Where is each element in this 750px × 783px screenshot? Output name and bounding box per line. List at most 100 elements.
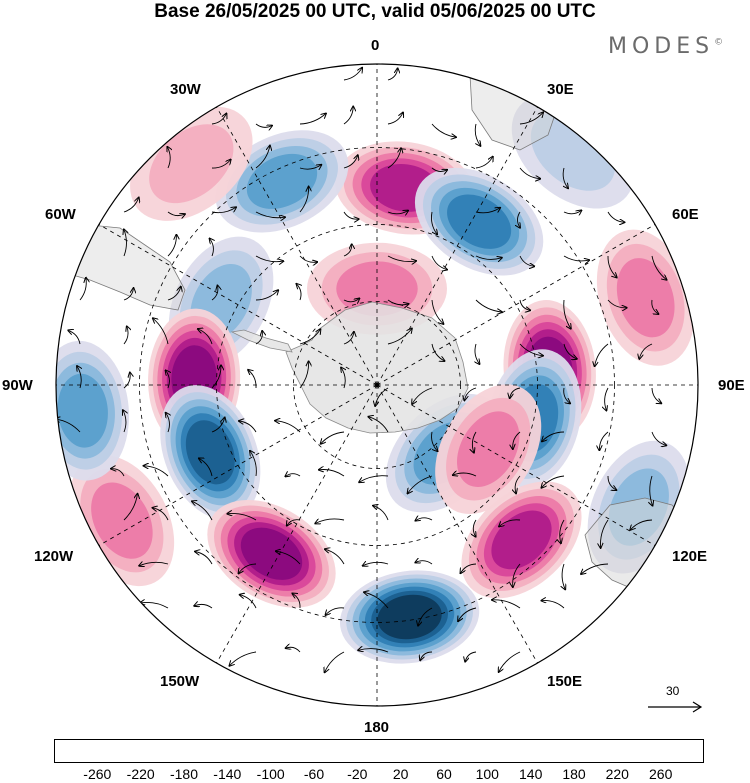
wind-arrow [639, 343, 653, 359]
wind-arrow [199, 458, 213, 477]
wind-arrow [250, 451, 257, 477]
wind-arrow [368, 417, 389, 433]
lon-label-150w: 150W [160, 673, 200, 690]
wind-arrow [230, 651, 257, 666]
meridian-line [98, 224, 378, 386]
lon-label-0: 0 [371, 37, 380, 54]
wind-arrow [607, 475, 616, 490]
latitude-circle [293, 301, 461, 469]
wind-arrow [431, 343, 445, 361]
wind-arrow [211, 160, 231, 169]
wind-arrow [387, 211, 408, 214]
wind-arrow [326, 607, 345, 615]
lon-label-90w: 90W [2, 377, 33, 394]
wind-arrow [541, 600, 565, 609]
wind-arrow [600, 519, 609, 548]
wind-arrow [153, 318, 169, 345]
wind-arrow [255, 123, 272, 127]
wind-arrow [499, 651, 521, 672]
wind-arrow [211, 286, 218, 301]
wind-arrow [474, 123, 480, 146]
wind-arrow [542, 431, 565, 441]
wind-arrow [599, 431, 609, 450]
lon-label-60w: 60W [45, 206, 76, 223]
wind-arrow [492, 600, 521, 609]
wind-arrow [140, 602, 169, 609]
wind-arrow [519, 343, 543, 356]
lon-label-30e: 30E [547, 81, 574, 98]
wind-arrow [472, 431, 477, 453]
wind-arrow [408, 475, 433, 493]
wind-arrow [513, 563, 521, 587]
lon-label-60e: 60E [672, 206, 699, 223]
modes-logo: MODES© [608, 34, 723, 59]
anomaly-contour [246, 153, 318, 209]
wind-arrow [581, 563, 609, 574]
wind-arrow [111, 469, 125, 477]
wind-arrow [387, 113, 403, 125]
colorbar-tick-label: -220 [126, 766, 155, 782]
wind-arrow [286, 647, 301, 653]
anomaly-contour [149, 124, 234, 204]
wind-arrow [239, 421, 257, 433]
wind-arrow [519, 255, 534, 266]
colorbar-tick-label: -140 [213, 766, 242, 782]
wind-arrow [519, 299, 530, 310]
wind-arrow [387, 299, 408, 305]
wind-arrow [166, 413, 170, 433]
wind-arrow [651, 431, 666, 445]
wind-arrow [139, 562, 169, 565]
wind-arrow [123, 327, 128, 345]
colorbar [54, 739, 704, 763]
wind-arrow [364, 592, 389, 609]
wind-arrow [358, 649, 389, 653]
wind-arrow [651, 299, 659, 314]
wind-arrow [499, 519, 521, 527]
wind-arrow [630, 519, 653, 530]
wind-arrow [248, 370, 257, 389]
wind-arrow [510, 387, 521, 398]
anomaly-contour [185, 420, 235, 485]
copyright-mark: © [714, 37, 724, 48]
wind-arrow [211, 418, 225, 433]
wind-arrow [461, 563, 477, 573]
wind-arrow [123, 198, 139, 213]
wind-arrow [192, 501, 213, 521]
wind-arrow [453, 473, 477, 476]
wind-arrow [651, 387, 661, 403]
lon-label-30w: 30W [170, 81, 201, 98]
wind-arrow [343, 244, 352, 257]
latitude-circle [216, 224, 538, 546]
wind-arrow [387, 148, 401, 169]
wind-arrow [299, 187, 309, 213]
wind-arrow [124, 230, 127, 257]
wind-arrow [343, 332, 354, 345]
colorbar-tick-label: -20 [347, 766, 368, 782]
wind-arrow [458, 607, 477, 621]
wind-arrow [563, 387, 570, 403]
wind-arrow [387, 329, 412, 345]
wind-arrow [68, 330, 81, 345]
wind-arrow [513, 431, 521, 449]
anomaly-contour [57, 373, 108, 448]
wind-arrow [518, 211, 521, 228]
wind-arrow [607, 211, 624, 222]
wind-arrow [519, 112, 543, 125]
wind-arrow [167, 211, 185, 216]
wind-arrow [255, 331, 262, 345]
wind-arrow [431, 211, 437, 234]
wind-arrow [431, 299, 443, 324]
wind-arrow [123, 494, 138, 521]
wind-arrow [341, 368, 345, 389]
wind-arrow [375, 387, 389, 406]
wind-arrow [542, 475, 565, 488]
lon-label-120w: 120W [34, 548, 74, 565]
wind-arrow [387, 255, 416, 262]
meridian-line [376, 384, 656, 546]
meridian-line [376, 384, 538, 664]
wind-arrow [123, 373, 130, 389]
wind-arrow [315, 518, 345, 523]
wind-arrow [239, 563, 257, 573]
wind-arrow [123, 410, 126, 433]
wind-arrow [144, 466, 169, 477]
